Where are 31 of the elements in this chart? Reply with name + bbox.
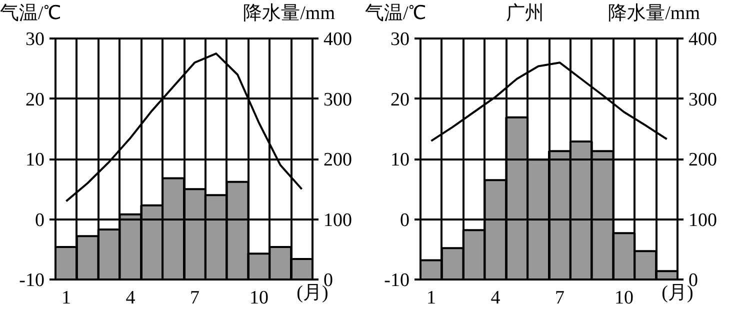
y-tick-label: 10 <box>390 150 410 170</box>
y2-axis-title: 降水量/mm <box>608 2 700 26</box>
x-tick-label: 1 <box>426 288 436 308</box>
y-tick-label: 10 <box>26 150 44 170</box>
y-tick-label: -10 <box>19 270 44 291</box>
y2-tick-label: 400 <box>688 29 717 50</box>
y2-tick-label: 300 <box>324 89 352 110</box>
y-tick-label: 30 <box>26 29 44 50</box>
y-axis-title: 气温/℃ <box>365 2 426 26</box>
y2-tick-label: 100 <box>324 210 352 231</box>
y2-tick-label: 200 <box>688 150 717 170</box>
x-tick-label: 7 <box>190 288 200 308</box>
x-tick-label: 10 <box>249 288 268 308</box>
y-axis-title: 气温/℃ <box>0 2 62 26</box>
y-tick-label: 20 <box>390 89 410 110</box>
x-tick-label: 10 <box>614 288 634 308</box>
y2-tick-label: 100 <box>688 210 717 231</box>
x-tick-label: 4 <box>126 288 136 308</box>
chart-title: 广州 <box>506 2 544 26</box>
y-tick-label: 0 <box>35 210 44 231</box>
y-tick-label: 30 <box>390 29 410 50</box>
y2-axis-title: 降水量/mm <box>243 2 335 26</box>
y-tick-label: -10 <box>384 270 410 291</box>
x-tick-label: 1 <box>61 288 71 308</box>
y2-tick-label: 400 <box>324 29 352 50</box>
y2-tick-label: 200 <box>324 150 352 170</box>
x-tick-label: 4 <box>490 288 501 308</box>
y-tick-label: 20 <box>26 89 44 110</box>
y-tick-label: 0 <box>400 210 410 231</box>
y2-tick-label: 300 <box>688 89 717 110</box>
x-tick-label: 7 <box>554 288 564 308</box>
